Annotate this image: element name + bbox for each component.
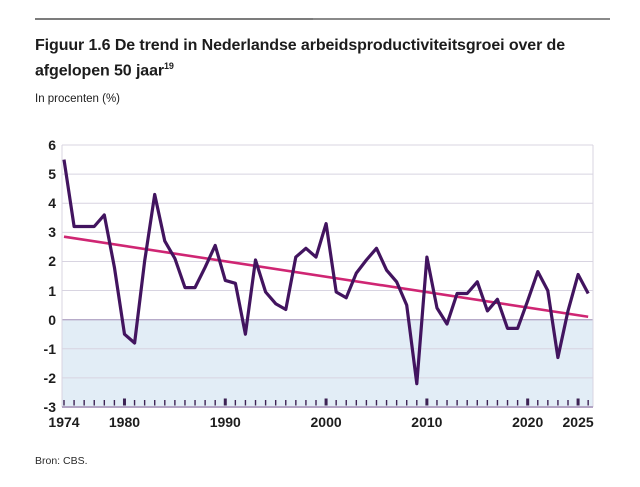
- y-axis-label: -2: [43, 369, 56, 386]
- figure-title-text: De trend in Nederlandse arbeidsproductiv…: [35, 37, 566, 80]
- y-axis-label: 3: [48, 224, 56, 241]
- x-axis-label: 2020: [512, 414, 544, 430]
- footnote-marker: 19: [164, 61, 174, 71]
- y-axis-label: 5: [48, 166, 56, 183]
- y-axis-label: 0: [48, 311, 56, 328]
- top-divider: [35, 18, 610, 20]
- figure-number: Figuur 1.6: [35, 37, 111, 54]
- top-divider-left-segment: [35, 18, 313, 20]
- x-axis-label: 2000: [310, 414, 342, 430]
- x-axis-label: 1990: [209, 414, 241, 430]
- negative-area: [62, 319, 593, 407]
- x-axis-label: 1980: [108, 414, 141, 430]
- x-axis-label: 2025: [562, 414, 594, 430]
- y-axis-label: 6: [48, 137, 56, 153]
- source-note: Bron: CBS.: [35, 455, 88, 467]
- y-axis-label: 4: [48, 195, 56, 212]
- trend-line: [63, 235, 589, 319]
- y-axis-label: 1: [48, 282, 56, 299]
- y-axis-label: -1: [43, 340, 56, 357]
- y-axis-label: 2: [48, 253, 56, 270]
- x-axis-label: 2010: [411, 414, 443, 430]
- axis-unit-label: In procenten (%): [35, 93, 121, 105]
- y-axis-label: -3: [43, 399, 56, 415]
- figure-title: Figuur 1.6 De trend in Nederlandse arbei…: [35, 36, 587, 81]
- productivity-series-line: [62, 159, 590, 386]
- x-axis-label: 1974: [48, 414, 80, 430]
